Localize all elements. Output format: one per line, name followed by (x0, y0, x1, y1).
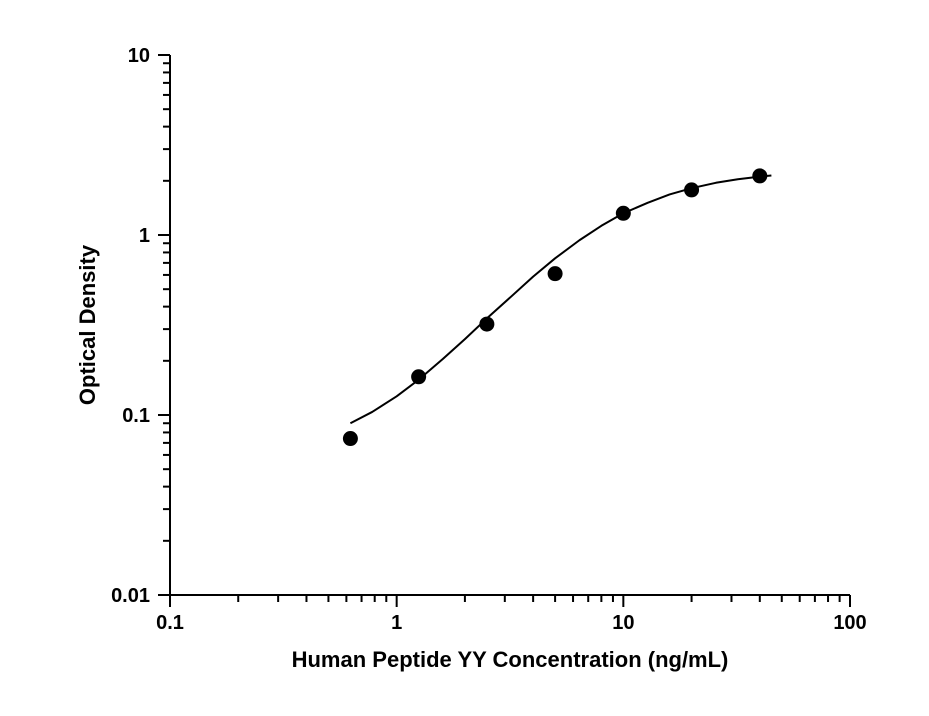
data-point (548, 266, 563, 281)
data-point (684, 182, 699, 197)
data-point (752, 168, 767, 183)
x-tick-label: 1 (391, 612, 402, 634)
y-axis-label: Optical Density (75, 244, 100, 405)
x-tick-label: 100 (833, 612, 866, 634)
data-point (343, 431, 358, 446)
data-point (616, 206, 631, 221)
y-tick-label: 1 (139, 225, 150, 247)
y-tick-label: 0.01 (111, 585, 150, 607)
chart-svg: 0.1 1 10 100 0.01 0.1 1 10 Human Peptide YY Conc… (0, 0, 929, 716)
fitted-curve (350, 176, 771, 424)
x-axis-label: Human Peptide YY Concentration (ng/mL) (292, 647, 729, 672)
y-tick-label: 0.1 (122, 405, 150, 427)
y-tick-label: 10 (128, 45, 150, 67)
x-tick-label: 0.1 (156, 612, 184, 634)
data-point (411, 369, 426, 384)
data-point (479, 317, 494, 332)
chart-container: 0.1 1 10 100 0.01 0.1 1 10 Human Peptide YY Conc… (0, 0, 929, 716)
x-tick-label: 10 (612, 612, 634, 634)
